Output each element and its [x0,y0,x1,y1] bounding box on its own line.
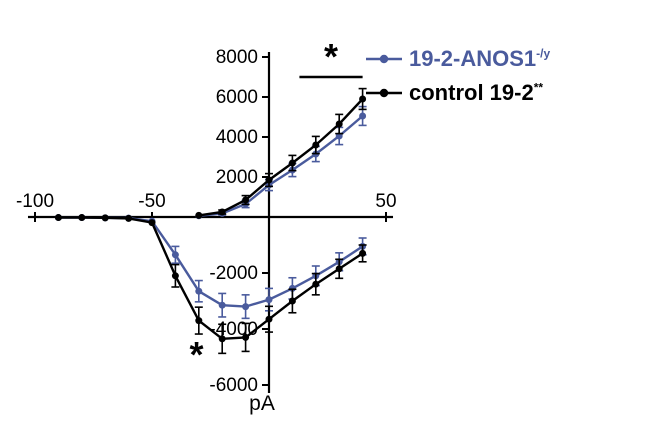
legend-label-anos1: 19-2-ANOS1-/y [409,45,551,71]
svg-text:8000: 8000 [216,47,258,68]
svg-text:6000: 6000 [216,87,258,108]
series-control-outward [195,87,367,219]
anos1-series-marker-icon [366,54,402,63]
series-control-inward [54,214,367,355]
legend-item-control: control 19-2** [366,78,550,107]
significance-star: * [189,334,203,375]
svg-text:-4000: -4000 [209,319,258,340]
svg-text:-50: -50 [138,191,165,212]
y-axis-unit-label: pA [249,392,275,415]
chart-legend: 19-2-ANOS1-/y control 19-2** [366,44,550,107]
svg-text:2000: 2000 [216,167,258,188]
svg-text:-6000: -6000 [209,375,258,396]
legend-label-control: control 19-2** [409,79,544,105]
control-series-marker-icon [366,88,402,97]
axes: -100 -50 50 8000 6000 4000 2000 -2000 -4000 -6000 [16,47,397,396]
legend-item-anos1: 19-2-ANOS1-/y [366,44,550,73]
svg-text:50: 50 [375,191,396,212]
svg-text:4000: 4000 [216,127,258,148]
significance-star: * [324,36,338,77]
svg-text:-100: -100 [16,191,54,212]
significance-annotations: ** [189,36,363,375]
svg-text:-2000: -2000 [209,263,258,284]
